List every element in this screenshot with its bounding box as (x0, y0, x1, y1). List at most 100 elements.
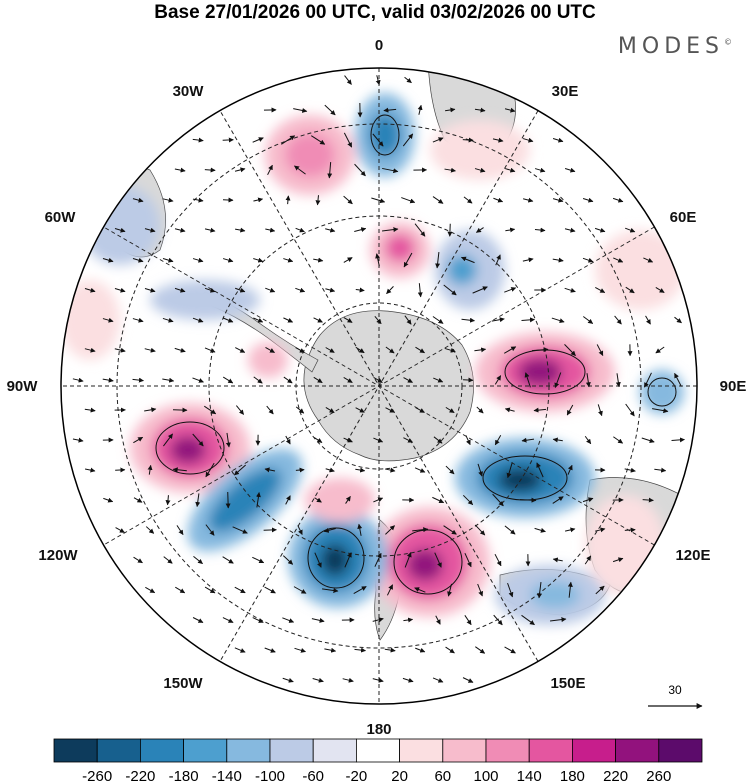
wind-vector (193, 555, 203, 565)
wind-vector (463, 377, 474, 383)
wind-vector (355, 346, 365, 354)
wind-vector (564, 227, 576, 233)
lon-label-150e: 150E (550, 675, 585, 692)
colorbar-swatch (572, 738, 617, 763)
wind-vector (343, 132, 353, 148)
anomaly-positive-5-core (385, 234, 415, 262)
wind-vector (460, 256, 475, 264)
colorbar-label: 20 (391, 768, 408, 783)
anomaly-negative-7 (640, 370, 684, 414)
wind-vector (519, 497, 537, 503)
wind-vector (507, 582, 514, 598)
wind-vector (383, 107, 397, 113)
wind-vector (551, 317, 565, 323)
wind-vector (652, 408, 669, 414)
wind-vector (504, 525, 516, 535)
wind-vector (343, 377, 353, 383)
colorbar-swatch (226, 738, 271, 763)
wind-vector (552, 197, 564, 203)
wind-vector (355, 287, 365, 293)
wind-vector (204, 287, 216, 293)
wind-vector (144, 227, 156, 233)
wind-vector (132, 257, 144, 263)
wind-vector (192, 197, 204, 203)
wind-vector (381, 227, 399, 233)
wind-vector (567, 464, 573, 475)
anomaly-positive-8 (61, 280, 120, 360)
wind-vector (552, 437, 563, 443)
wind-vector (313, 257, 324, 263)
colorbar-label: 220 (603, 768, 628, 783)
lon-label-30e: 30E (552, 83, 579, 100)
wind-vector (433, 436, 443, 444)
colorbar-swatch (658, 738, 703, 763)
wind-vector (343, 257, 353, 263)
wind-vector (595, 585, 605, 595)
wind-vector (162, 377, 175, 383)
colorbar-swatch (183, 738, 228, 763)
wind-vector (655, 346, 665, 354)
wind-vector (205, 524, 215, 536)
wind-vector (252, 617, 264, 623)
wind-vector (222, 376, 234, 384)
wind-vector (344, 552, 352, 568)
wind-vector (311, 135, 326, 145)
brand-logo: MODES© (618, 34, 732, 59)
colorbar-label: 180 (560, 768, 585, 783)
wind-vector (325, 227, 336, 233)
brand-mark: © (724, 37, 732, 47)
wind-vector (114, 227, 126, 233)
wind-vector (174, 347, 186, 353)
wind-vector (504, 407, 515, 413)
wind-vector (524, 372, 531, 388)
wind-vector (375, 253, 381, 267)
wind-vector (534, 527, 546, 533)
wind-vector (503, 346, 517, 354)
wind-vector (415, 346, 425, 354)
wind-vector (102, 257, 114, 263)
longitude-labels: 0 30E 60E 90E 120E 150E 180 150W 120W 90… (7, 37, 747, 738)
wind-vector (403, 252, 413, 268)
wind-vector (354, 163, 366, 177)
wind-vector (537, 581, 543, 599)
wind-vector (614, 315, 622, 325)
wind-vector (445, 107, 456, 113)
wind-vector (264, 647, 276, 653)
wind-vector (582, 316, 594, 324)
wind-vector (445, 465, 455, 475)
wind-vector (582, 257, 594, 263)
reference-vector: 30 (648, 683, 703, 709)
wind-vector (624, 527, 636, 533)
wind-vector (386, 584, 394, 596)
wind-vector (372, 133, 384, 147)
colorbar-label: -20 (346, 768, 368, 783)
wind-vector (133, 436, 144, 444)
wind-vector (644, 372, 652, 388)
wind-vector (372, 677, 384, 683)
wind-vector (204, 347, 216, 353)
wind-vector (504, 646, 516, 654)
wind-vector (225, 491, 231, 509)
wind-vector (357, 523, 363, 536)
wind-vector (531, 347, 549, 353)
wind-vector (175, 586, 186, 594)
wind-vector (297, 525, 303, 536)
wind-vector (145, 586, 156, 594)
wind-vector (282, 677, 294, 683)
wind-vector (84, 287, 96, 293)
map-disk (61, 68, 697, 704)
wind-vector (494, 434, 502, 446)
wind-vector (266, 405, 274, 415)
anomaly-positive-10 (305, 478, 375, 522)
wind-vector (552, 257, 564, 263)
wind-vector (222, 257, 234, 263)
wind-vector (355, 407, 365, 413)
anomaly-negative-9 (150, 280, 260, 320)
wind-vector (477, 463, 483, 477)
wind-vector (235, 405, 245, 415)
wind-vector (343, 437, 353, 443)
wind-vector (624, 467, 636, 473)
lon-label-180: 180 (366, 721, 391, 738)
wind-vector (144, 407, 157, 413)
wind-vector (174, 287, 186, 293)
